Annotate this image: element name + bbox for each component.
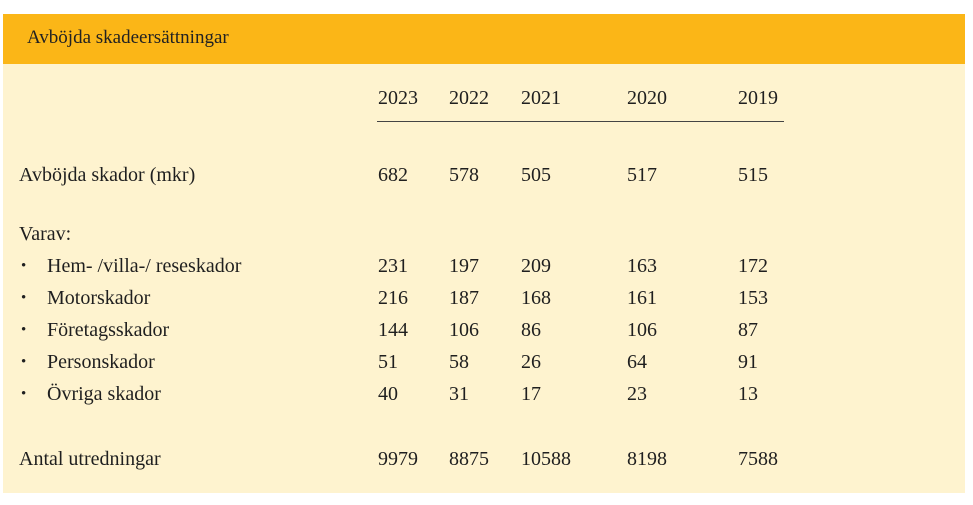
table-cell: 515 bbox=[738, 164, 768, 186]
table-cell: 87 bbox=[738, 319, 758, 341]
row-label: Övriga skador bbox=[47, 383, 161, 405]
year-header: 2023 bbox=[378, 87, 418, 109]
table-cell: 163 bbox=[627, 255, 657, 277]
year-header: 2020 bbox=[627, 87, 667, 109]
table-cell: 40 bbox=[378, 383, 398, 405]
table-cell: 106 bbox=[627, 319, 657, 341]
table-cell: 7588 bbox=[738, 448, 778, 470]
row-label: Avböjda skador (mkr) bbox=[19, 164, 196, 186]
table-cell: 216 bbox=[378, 287, 408, 309]
year-header: 2021 bbox=[521, 87, 561, 109]
table-cell: 168 bbox=[521, 287, 551, 309]
year-header: 2019 bbox=[738, 87, 778, 109]
table-cell: 187 bbox=[449, 287, 479, 309]
table-cell: 58 bbox=[449, 351, 469, 373]
table-cell: 144 bbox=[378, 319, 408, 341]
table-cell: 64 bbox=[627, 351, 647, 373]
table-cell: 231 bbox=[378, 255, 408, 277]
table-cell: 8875 bbox=[449, 448, 489, 470]
table-cell: 91 bbox=[738, 351, 758, 373]
bullet-icon: • bbox=[21, 322, 27, 338]
table-cell: 86 bbox=[521, 319, 541, 341]
row-label: Antal utredningar bbox=[19, 448, 161, 470]
table-cell: 10588 bbox=[521, 448, 571, 470]
table-cell: 161 bbox=[627, 287, 657, 309]
table-cell: 9979 bbox=[378, 448, 418, 470]
table-cell: 172 bbox=[738, 255, 768, 277]
table-cell: 17 bbox=[521, 383, 541, 405]
table-cell: 209 bbox=[521, 255, 551, 277]
table-cell: 8198 bbox=[627, 448, 667, 470]
table-cell: 153 bbox=[738, 287, 768, 309]
table-header: Avböjda skadeersättningar bbox=[3, 14, 965, 64]
table-panel: Avböjda skadeersättningar 2023 2022 2021… bbox=[3, 14, 965, 493]
row-label: Personskador bbox=[47, 351, 155, 373]
row-label: Hem- /villa-/ reseskador bbox=[47, 255, 242, 277]
header-divider bbox=[377, 121, 784, 122]
table-cell: 197 bbox=[449, 255, 479, 277]
table-cell: 13 bbox=[738, 383, 758, 405]
row-label: Varav: bbox=[19, 223, 72, 245]
table-cell: 578 bbox=[449, 164, 479, 186]
table-cell: 51 bbox=[378, 351, 398, 373]
table-cell: 682 bbox=[378, 164, 408, 186]
table-cell: 106 bbox=[449, 319, 479, 341]
row-label: Motorskador bbox=[47, 287, 151, 309]
table-cell: 517 bbox=[627, 164, 657, 186]
bullet-icon: • bbox=[21, 290, 27, 306]
bullet-icon: • bbox=[21, 258, 27, 274]
table-cell: 31 bbox=[449, 383, 469, 405]
table-cell: 505 bbox=[521, 164, 551, 186]
year-header: 2022 bbox=[449, 87, 489, 109]
table-title: Avböjda skadeersättningar bbox=[27, 27, 229, 48]
table-cell: 23 bbox=[627, 383, 647, 405]
table-cell: 26 bbox=[521, 351, 541, 373]
row-label: Företagsskador bbox=[47, 319, 170, 341]
bullet-icon: • bbox=[21, 354, 27, 370]
bullet-icon: • bbox=[21, 386, 27, 402]
